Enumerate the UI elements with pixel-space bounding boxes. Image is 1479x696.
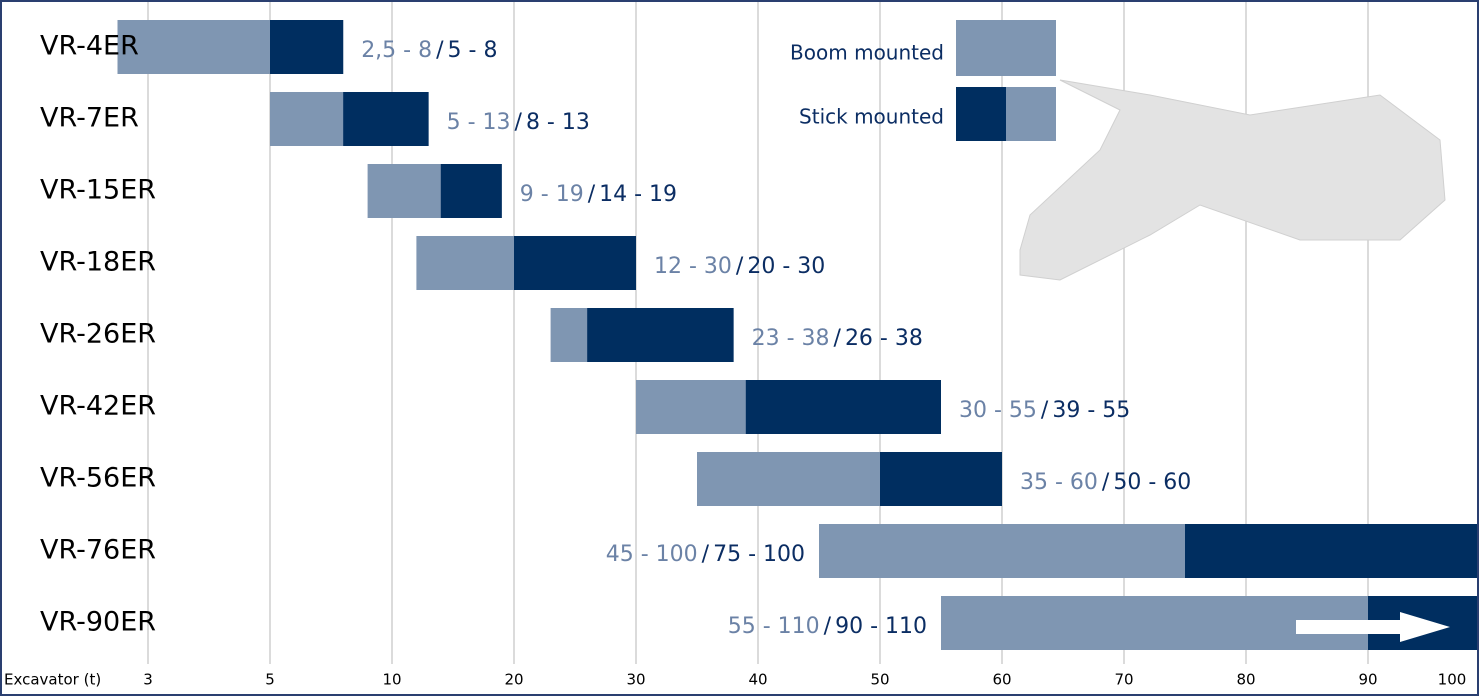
value-label: 55 - 110/90 - 110 [728, 614, 927, 639]
stick-range-label: 5 - 8 [448, 38, 498, 63]
value-label: 5 - 13/8 - 13 [447, 110, 590, 135]
separator: / [1041, 398, 1049, 423]
category-label: VR-42ER [40, 391, 156, 422]
x-tick-label: 20 [504, 671, 523, 689]
x-tick-label: 5 [265, 671, 275, 689]
legend-swatch [956, 20, 1056, 76]
boom-range-label: 55 - 110 [728, 614, 820, 639]
stick-bar [587, 308, 734, 362]
stick-bar [343, 92, 429, 146]
stick-bar [1185, 524, 1479, 578]
stick-bar [880, 452, 1002, 506]
boom-range-label: 9 - 19 [520, 182, 584, 207]
stick-range-label: 14 - 19 [599, 182, 677, 207]
boom-range-label: 5 - 13 [447, 110, 511, 135]
value-label: 30 - 55/39 - 55 [959, 398, 1130, 423]
stick-range-label: 20 - 30 [747, 254, 825, 279]
stick-range-label: 39 - 55 [1052, 398, 1130, 423]
category-label: VR-15ER [40, 175, 156, 206]
category-label: VR-18ER [40, 247, 156, 278]
value-label: 45 - 100/75 - 100 [606, 542, 805, 567]
arrow [1296, 612, 1450, 642]
category-label: VR-26ER [40, 319, 156, 350]
value-label: 2,5 - 8/5 - 8 [361, 38, 497, 63]
separator: / [1102, 470, 1110, 495]
stick-range-label: 90 - 110 [835, 614, 927, 639]
stick-bar [514, 236, 636, 290]
separator: / [736, 254, 744, 279]
separator: / [436, 38, 444, 63]
separator: / [834, 326, 842, 351]
separator: / [515, 110, 523, 135]
separator: / [824, 614, 832, 639]
value-label: 23 - 38/26 - 38 [752, 326, 923, 351]
category-label: VR-4ER [40, 31, 139, 62]
value-label: 35 - 60/50 - 60 [1020, 470, 1191, 495]
x-tick-label: 30 [626, 671, 645, 689]
stick-bar [270, 20, 344, 74]
value-label: 9 - 19/14 - 19 [520, 182, 677, 207]
stick-range-label: 8 - 13 [526, 110, 590, 135]
x-axis-label: Excavator (t) [4, 671, 101, 689]
legend-swatch [1006, 87, 1056, 141]
stick-range-label: 75 - 100 [713, 542, 805, 567]
boom-range-label: 12 - 30 [654, 254, 732, 279]
legend-label: Stick mounted [799, 105, 944, 129]
x-tick-label: 80 [1236, 671, 1255, 689]
boom-range-label: 2,5 - 8 [361, 38, 432, 63]
boom-range-label: 23 - 38 [752, 326, 830, 351]
stick-range-label: 50 - 60 [1113, 470, 1191, 495]
x-tick-label: 10 [382, 671, 401, 689]
stick-range-label: 26 - 38 [845, 326, 923, 351]
category-label: VR-7ER [40, 103, 139, 134]
stick-bar [440, 164, 502, 218]
x-tick-label: 60 [992, 671, 1011, 689]
value-label: 12 - 30/20 - 30 [654, 254, 825, 279]
x-tick-label: 3 [143, 671, 153, 689]
product-image [1019, 79, 1446, 281]
category-label: VR-56ER [40, 463, 156, 494]
x-tick-label: 50 [870, 671, 889, 689]
legend-label: Boom mounted [790, 41, 944, 65]
boom-range-label: 30 - 55 [959, 398, 1037, 423]
x-tick-label: 70 [1114, 671, 1133, 689]
separator: / [702, 542, 710, 567]
boom-range-label: 35 - 60 [1020, 470, 1098, 495]
boom-range-label: 45 - 100 [606, 542, 698, 567]
x-tick-label: 40 [748, 671, 767, 689]
category-label: VR-76ER [40, 535, 156, 566]
x-tick-label: 90 [1358, 671, 1377, 689]
category-label: VR-90ER [40, 607, 156, 638]
x-tick-label: 100 [1438, 671, 1467, 689]
separator: / [588, 182, 596, 207]
marks [117, 20, 1479, 650]
stick-bar [745, 380, 941, 434]
legend-swatch [956, 87, 1006, 141]
